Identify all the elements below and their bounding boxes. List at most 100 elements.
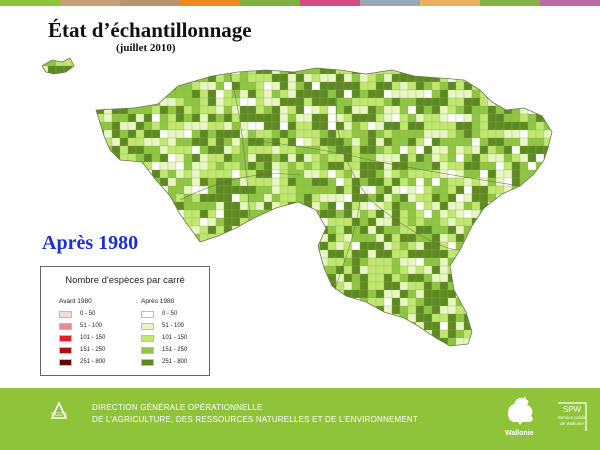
grid-square (439, 193, 449, 203)
grid-square (479, 209, 489, 219)
grid-square (495, 273, 505, 283)
grid-square (479, 105, 489, 115)
grid-square (207, 68, 217, 75)
grid-square (367, 241, 377, 251)
grid-square (151, 185, 161, 195)
grid-square (247, 233, 257, 243)
grid-square (263, 257, 273, 267)
grid-square (319, 313, 329, 323)
grid-square (271, 81, 281, 91)
grid-square (319, 73, 329, 83)
grid-square (527, 68, 537, 75)
grid-square (183, 177, 193, 187)
grid-square (455, 105, 465, 115)
grid-square (351, 97, 361, 107)
grid-square (343, 225, 353, 235)
grid-square (327, 193, 337, 203)
grid-square (151, 68, 161, 75)
grid-square (543, 89, 552, 99)
grid-square (495, 289, 505, 299)
enclave-outline (41, 57, 75, 75)
grid-square (287, 97, 297, 107)
grid-square (391, 281, 401, 291)
grid-square (327, 201, 337, 211)
grid-square (423, 81, 433, 91)
grid-square (335, 225, 345, 235)
grid-square (223, 329, 233, 339)
grid-square (231, 257, 241, 267)
grid-square (279, 233, 289, 243)
grid-square (527, 305, 537, 315)
grid-square (511, 145, 521, 155)
grid-square (183, 73, 193, 83)
grid-square (383, 145, 393, 155)
grid-square (423, 313, 433, 323)
grid-square (375, 153, 385, 163)
grid-square (351, 129, 361, 139)
grid-square (511, 249, 521, 259)
grid-square (463, 145, 473, 155)
grid-square (367, 233, 377, 243)
grid-square (527, 169, 537, 179)
top-bar-segment (480, 0, 540, 6)
grid-square (359, 121, 369, 131)
grid-square (119, 177, 129, 187)
grid-square (127, 105, 137, 115)
grid-square (439, 225, 449, 235)
grid-square (255, 321, 265, 331)
grid-square (383, 329, 393, 339)
grid-square (519, 241, 529, 251)
grid-square (535, 273, 545, 283)
grid-square (215, 145, 225, 155)
grid-square (199, 257, 209, 267)
grid-square (391, 273, 401, 283)
grid-square (303, 73, 313, 83)
grid-square (519, 289, 529, 299)
grid-square (455, 225, 465, 235)
grid-square (455, 137, 465, 147)
grid-square (223, 129, 233, 139)
grid-square (455, 89, 465, 99)
grid-square (295, 265, 305, 275)
grid-square (463, 257, 473, 267)
grid-square (391, 81, 401, 91)
grid-square (239, 225, 249, 235)
grid-square (399, 89, 409, 99)
grid-square (135, 209, 145, 219)
grid-square (223, 137, 233, 147)
grid-square (223, 185, 233, 195)
grid-square (359, 81, 369, 91)
grid-square (96, 193, 105, 203)
grid-square (127, 169, 137, 179)
grid-square (287, 161, 297, 171)
grid-square (319, 153, 329, 163)
grid-square (439, 121, 449, 131)
grid-square (223, 281, 233, 291)
grid-square (223, 321, 233, 331)
grid-square (391, 225, 401, 235)
grid-square (311, 217, 321, 227)
grid-square (343, 68, 353, 75)
grid-square (271, 345, 281, 346)
grid-square (495, 153, 505, 163)
grid-square (199, 249, 209, 259)
grid-square (247, 329, 257, 339)
grid-square (463, 113, 473, 123)
grid-square (415, 177, 425, 187)
grid-square (327, 113, 337, 123)
grid-square (399, 169, 409, 179)
grid-square (183, 97, 193, 107)
grid-square (455, 345, 465, 346)
legend-label: 0 - 50 (80, 311, 96, 317)
grid-square (463, 337, 473, 346)
grid-square (287, 129, 297, 139)
grid-square (503, 249, 513, 259)
grid-square (495, 177, 505, 187)
grid-square (519, 257, 529, 267)
grid-square (239, 161, 249, 171)
grid-square (223, 273, 233, 283)
grid-square (111, 201, 121, 211)
grid-square (119, 113, 129, 123)
grid-square (439, 185, 449, 195)
grid-square (375, 89, 385, 99)
